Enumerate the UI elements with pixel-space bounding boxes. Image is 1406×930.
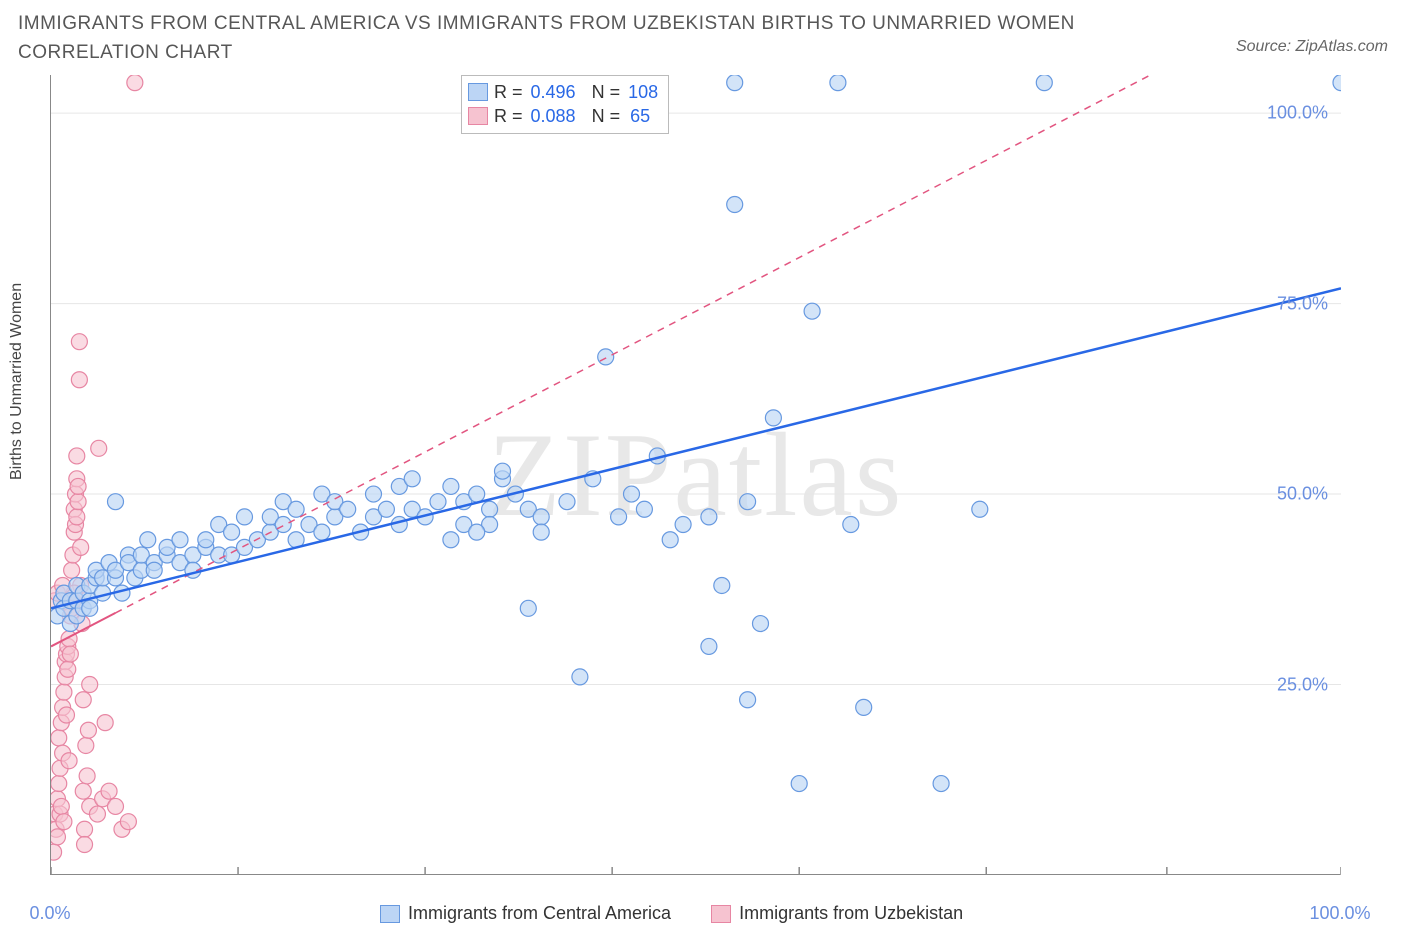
chart-title-area: IMMIGRANTS FROM CENTRAL AMERICA VS IMMIG… <box>18 10 1118 67</box>
legend-item-a: Immigrants from Central America <box>380 903 671 924</box>
y-tick-label: 75.0% <box>1277 293 1328 314</box>
stat-label-r: R = <box>494 104 523 128</box>
scatter-plot-svg <box>51 75 1341 875</box>
stats-legend: R = 0.496 N = 108 R = 0.088 N = 65 <box>461 75 669 134</box>
source-label: Source: ZipAtlas.com <box>1236 38 1388 56</box>
y-tick-label: 100.0% <box>1267 103 1328 124</box>
stat-label-n: N = <box>592 80 621 104</box>
chart-title: IMMIGRANTS FROM CENTRAL AMERICA VS IMMIG… <box>18 10 1118 67</box>
stats-row-b: R = 0.088 N = 65 <box>468 104 658 128</box>
swatch-series-b <box>468 107 488 125</box>
y-tick-label: 25.0% <box>1277 674 1328 695</box>
stat-n-a: 108 <box>628 80 658 104</box>
plot-area: ZIPatlas R = 0.496 N = 108 R = 0.088 N =… <box>50 75 1340 875</box>
stat-label-n: N = <box>592 104 621 128</box>
stat-label-r: R = <box>494 80 523 104</box>
swatch-series-a <box>380 905 400 923</box>
stat-r-a: 0.496 <box>531 80 576 104</box>
swatch-series-a <box>468 83 488 101</box>
bottom-legend: Immigrants from Central America Immigran… <box>380 903 963 924</box>
x-tick-label: 100.0% <box>1309 903 1370 924</box>
legend-item-b: Immigrants from Uzbekistan <box>711 903 963 924</box>
y-tick-label: 50.0% <box>1277 484 1328 505</box>
stats-row-a: R = 0.496 N = 108 <box>468 80 658 104</box>
y-axis-label: Births to Unmarried Women <box>8 283 26 480</box>
stat-r-b: 0.088 <box>531 104 576 128</box>
swatch-series-b <box>711 905 731 923</box>
stat-n-b: 65 <box>630 104 650 128</box>
legend-label-b: Immigrants from Uzbekistan <box>739 903 963 924</box>
legend-label-a: Immigrants from Central America <box>408 903 671 924</box>
x-tick-label: 0.0% <box>29 903 70 924</box>
